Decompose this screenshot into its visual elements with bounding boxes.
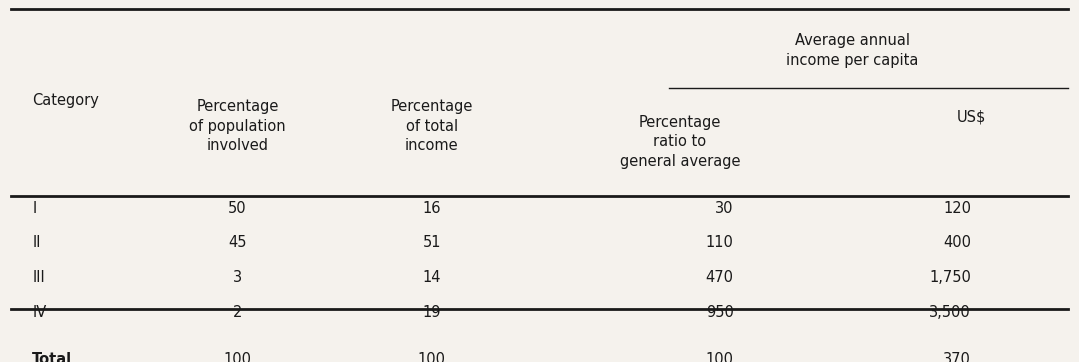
Text: 50: 50 — [228, 201, 247, 216]
Text: 100: 100 — [706, 352, 734, 362]
Text: Percentage
of total
income: Percentage of total income — [391, 99, 473, 153]
Text: III: III — [32, 270, 45, 285]
Text: I: I — [32, 201, 37, 216]
Text: 3: 3 — [233, 270, 242, 285]
Text: 14: 14 — [422, 270, 441, 285]
Text: 110: 110 — [706, 235, 734, 251]
Text: 45: 45 — [228, 235, 247, 251]
Text: 400: 400 — [943, 235, 971, 251]
Text: 470: 470 — [706, 270, 734, 285]
Text: 19: 19 — [422, 305, 441, 320]
Text: Percentage
ratio to
general average: Percentage ratio to general average — [619, 115, 740, 169]
Text: Category: Category — [32, 93, 99, 109]
Text: 3,500: 3,500 — [929, 305, 971, 320]
Text: 1,750: 1,750 — [929, 270, 971, 285]
Text: Total: Total — [32, 352, 72, 362]
Text: 950: 950 — [706, 305, 734, 320]
Text: 120: 120 — [943, 201, 971, 216]
Text: 2: 2 — [233, 305, 242, 320]
Text: 16: 16 — [422, 201, 441, 216]
Text: Average annual
income per capita: Average annual income per capita — [787, 33, 918, 68]
Text: Percentage
of population
involved: Percentage of population involved — [189, 99, 286, 153]
Text: US$: US$ — [956, 109, 986, 124]
Text: 51: 51 — [422, 235, 441, 251]
Text: 100: 100 — [223, 352, 251, 362]
Text: 30: 30 — [715, 201, 734, 216]
Text: IV: IV — [32, 305, 46, 320]
Text: 100: 100 — [418, 352, 446, 362]
Text: II: II — [32, 235, 41, 251]
Text: 370: 370 — [943, 352, 971, 362]
